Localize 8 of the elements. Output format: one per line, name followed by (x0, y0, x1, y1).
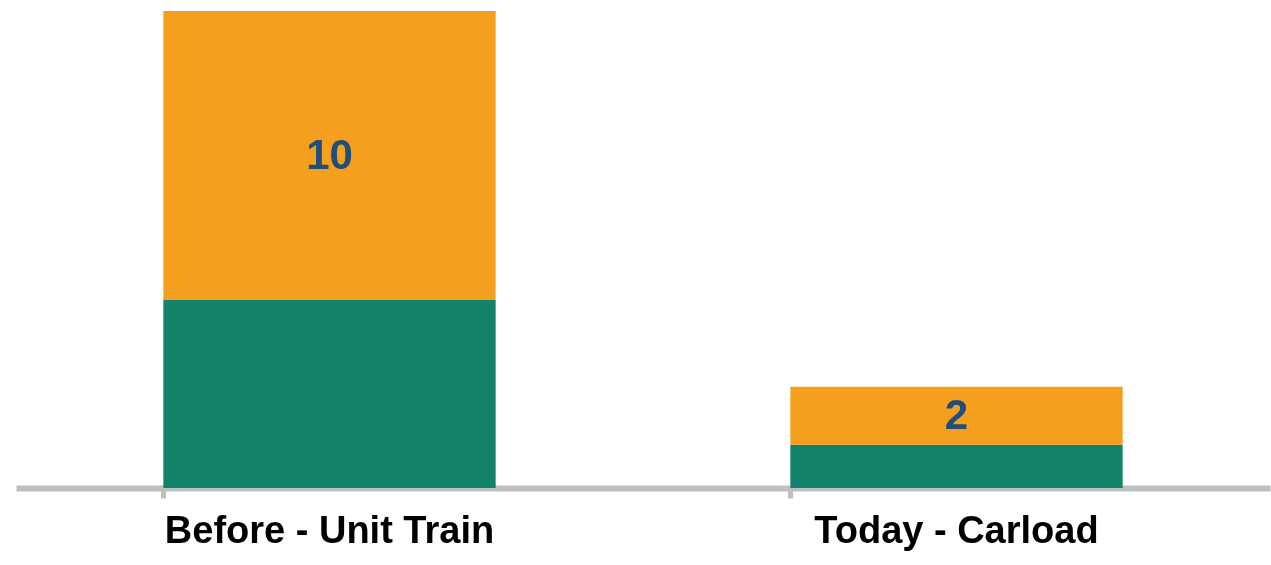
bar (790, 386, 1123, 445)
x-tick-label: Before - Unit Train (164, 508, 495, 551)
bar (163, 300, 496, 488)
x-tick-label: Today - Carload (814, 508, 1099, 551)
data-label: 2 (944, 390, 969, 438)
data-label: 10 (306, 130, 353, 178)
bar (163, 11, 496, 301)
bar (790, 444, 1123, 488)
